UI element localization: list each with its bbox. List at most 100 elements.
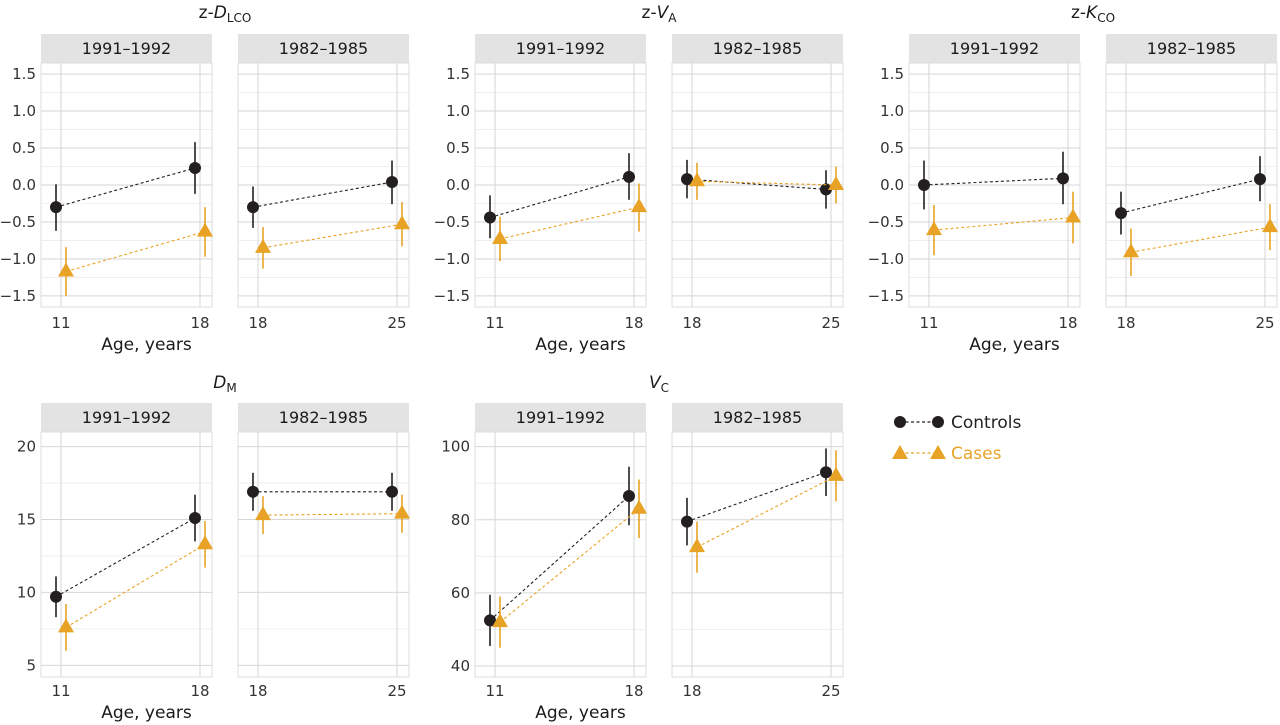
series-line — [489, 495, 630, 621]
y-tick-label: 1.5 — [446, 65, 470, 83]
x-tick-label: 18 — [1116, 314, 1135, 332]
data-point-triangle — [1123, 243, 1139, 258]
y-tick-label: −1.5 — [868, 287, 904, 305]
y-tick-label: 0.0 — [12, 176, 36, 194]
y-tick-label: 1.0 — [446, 102, 470, 120]
series-controls — [681, 159, 832, 209]
series-line — [933, 216, 1074, 231]
facet-1982–1985: 1982–1985 18 25 — [1105, 34, 1278, 332]
data-point-circle — [247, 201, 259, 214]
facet-1982–1985: 1982–1985 18 25 — [671, 403, 844, 700]
chart-title-subscript: A — [668, 11, 677, 25]
series-controls — [484, 466, 635, 646]
y-tick-label: 15 — [17, 511, 36, 529]
y-tick-label: −1.0 — [868, 250, 904, 268]
legend-cases-marker — [930, 445, 946, 459]
facet-strip — [909, 34, 1080, 63]
data-point-triangle — [828, 176, 844, 190]
y-tick-label: 0.0 — [446, 176, 470, 194]
chart-title: VC — [649, 373, 669, 395]
series-line — [923, 177, 1064, 186]
x-axis-label: Age, years — [535, 335, 626, 355]
chart-title-main: D — [213, 373, 226, 393]
facet-strip-label: 1991–1992 — [950, 39, 1039, 58]
data-point-circle — [820, 466, 832, 479]
y-tick-label: 40 — [451, 657, 470, 675]
data-point-circle — [623, 489, 635, 502]
y-tick-label: 20 — [17, 438, 36, 456]
series-controls — [50, 142, 201, 231]
x-tick-label: 18 — [1058, 314, 1077, 332]
series-line — [252, 181, 393, 208]
facet-1991–1992: 1991–1992 11 18 — [474, 403, 647, 700]
y-tick-label: 100 — [441, 438, 470, 456]
data-point-triangle — [1065, 208, 1081, 223]
chart-title-subscript: M — [226, 381, 236, 395]
chart-title-subscript: CO — [1097, 11, 1115, 25]
series-controls — [247, 472, 398, 511]
data-point-triangle — [689, 172, 705, 187]
y-tick-label: 1.5 — [12, 65, 36, 83]
data-point-triangle — [255, 238, 271, 253]
y-tick-label: 0.5 — [446, 139, 470, 157]
series-line — [55, 167, 196, 208]
y-tick-label: −0.5 — [868, 213, 904, 231]
chart-title-subscript: C — [661, 381, 669, 395]
plot-area — [671, 431, 844, 678]
series-cases — [58, 520, 213, 651]
x-tick-label: 11 — [51, 314, 70, 332]
series-cases — [255, 202, 410, 269]
series-controls — [247, 160, 398, 228]
facet-strip — [475, 403, 646, 432]
legend-cases-label: Cases — [951, 444, 1002, 464]
x-tick-label: 25 — [821, 682, 840, 700]
x-tick-label: 25 — [387, 314, 406, 332]
data-point-circle — [484, 614, 496, 627]
facet-strip-label: 1991–1992 — [82, 408, 171, 427]
chart-panel: z-KCO −1.5 −1.0 −0.5 0.0 0.5 1.0 1.5 Age, years 1… — [868, 3, 1278, 355]
data-point-triangle — [631, 198, 647, 213]
data-point-triangle — [197, 222, 213, 237]
series-cases — [689, 162, 844, 204]
y-tick-label: 0.5 — [880, 139, 904, 157]
x-tick-label: 11 — [485, 314, 504, 332]
plot-area — [237, 431, 410, 678]
data-point-triangle — [492, 613, 508, 628]
data-point-circle — [681, 173, 693, 186]
series-line — [262, 223, 403, 249]
chart-title: z-KCO — [1071, 3, 1115, 25]
data-point-circle — [247, 485, 259, 498]
facet-strip — [475, 34, 646, 63]
x-tick-label: 11 — [919, 314, 938, 332]
data-point-triangle — [1262, 218, 1278, 233]
legend-controls-marker — [894, 416, 906, 428]
facet-strip-label: 1982–1985 — [1147, 39, 1236, 58]
series-controls — [50, 494, 201, 618]
data-point-circle — [50, 201, 62, 214]
y-tick-label: 10 — [17, 583, 36, 601]
data-point-circle — [386, 176, 398, 189]
facet-strip-label: 1982–1985 — [713, 408, 802, 427]
series-line — [65, 543, 206, 628]
data-point-triangle — [255, 506, 271, 521]
chart-title-main: K — [1086, 3, 1099, 23]
series-controls — [681, 448, 832, 546]
series-line — [696, 475, 837, 548]
series-line — [499, 508, 640, 623]
data-point-triangle — [58, 618, 74, 633]
series-line — [262, 513, 403, 516]
y-tick-label: 1.0 — [12, 102, 36, 120]
facet-strip-label: 1982–1985 — [279, 408, 368, 427]
legend-controls-marker — [932, 416, 944, 428]
x-tick-label: 11 — [51, 682, 70, 700]
x-tick-label: 18 — [682, 682, 701, 700]
chart-panel: z-VA −1.5 −1.0 −0.5 0.0 0.5 1.0 1.5 Age, years 19… — [434, 3, 844, 355]
y-tick-label: −1.0 — [434, 250, 470, 268]
series-cases — [689, 450, 844, 573]
series-line — [1120, 178, 1261, 214]
data-point-circle — [386, 485, 398, 498]
data-point-triangle — [926, 221, 942, 236]
x-tick-label: 18 — [190, 682, 209, 700]
series-line — [489, 176, 630, 219]
